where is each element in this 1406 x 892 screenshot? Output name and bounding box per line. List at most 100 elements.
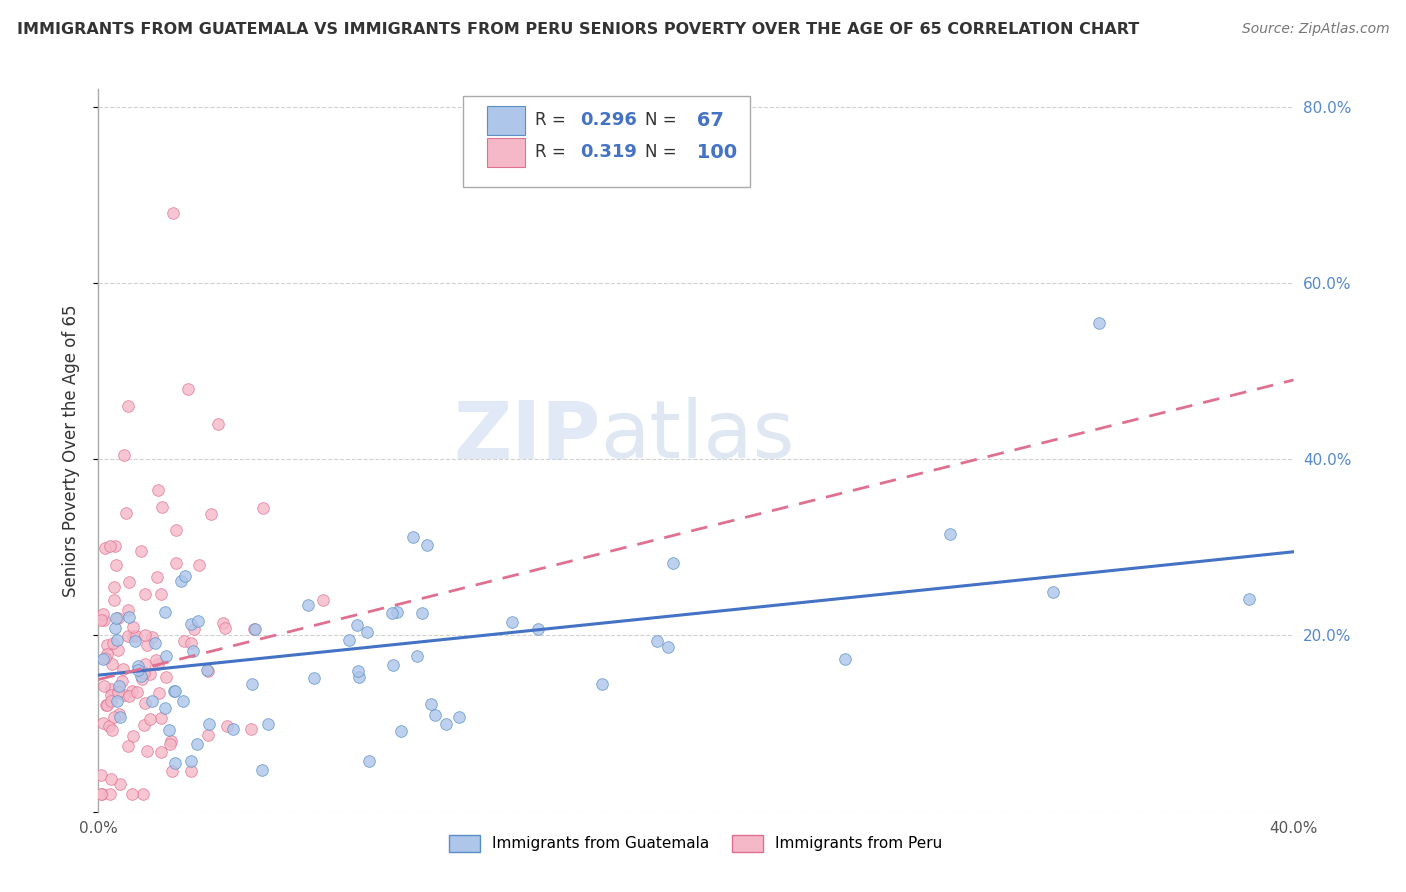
Point bbox=[526, 622, 548, 636]
Point bbox=[148, 686, 170, 700]
Point bbox=[107, 611, 129, 625]
Point bbox=[939, 527, 962, 541]
Text: Source: ZipAtlas.com: Source: ZipAtlas.com bbox=[1241, 22, 1389, 37]
Point bbox=[157, 723, 180, 737]
Point bbox=[173, 569, 195, 583]
Point bbox=[127, 663, 149, 677]
Point bbox=[90, 768, 112, 782]
Point bbox=[134, 587, 156, 601]
Point bbox=[214, 621, 236, 635]
Point bbox=[98, 539, 121, 553]
FancyBboxPatch shape bbox=[486, 137, 524, 167]
Point bbox=[121, 787, 143, 801]
Point bbox=[93, 679, 115, 693]
Point bbox=[118, 690, 141, 704]
Point bbox=[104, 539, 127, 553]
Point bbox=[117, 739, 139, 753]
Point bbox=[94, 698, 117, 713]
Point bbox=[346, 617, 368, 632]
Point bbox=[212, 615, 235, 630]
Point bbox=[105, 633, 128, 648]
Point bbox=[177, 382, 200, 396]
Text: atlas: atlas bbox=[600, 397, 794, 475]
Point bbox=[121, 684, 143, 698]
Point bbox=[180, 617, 202, 632]
Text: 100: 100 bbox=[690, 143, 737, 161]
Point bbox=[150, 745, 173, 759]
Point bbox=[155, 670, 177, 684]
Point bbox=[100, 689, 122, 703]
Point bbox=[103, 580, 125, 594]
Point bbox=[104, 611, 127, 625]
Point bbox=[108, 706, 131, 721]
Point bbox=[381, 658, 404, 673]
Point bbox=[215, 719, 238, 733]
Point bbox=[447, 709, 470, 723]
Point bbox=[155, 649, 177, 664]
Point bbox=[150, 500, 173, 514]
Point bbox=[96, 698, 118, 713]
Point bbox=[127, 659, 149, 673]
Point bbox=[173, 633, 195, 648]
Point bbox=[136, 638, 159, 652]
Point bbox=[124, 634, 146, 648]
Point bbox=[110, 709, 132, 723]
Point bbox=[91, 607, 114, 621]
Point bbox=[416, 537, 439, 551]
Point bbox=[121, 629, 143, 643]
Point bbox=[183, 622, 205, 636]
Point bbox=[159, 734, 181, 748]
Point bbox=[406, 648, 429, 663]
Point bbox=[141, 693, 163, 707]
Point bbox=[101, 723, 124, 738]
Point bbox=[111, 673, 134, 688]
Point bbox=[145, 653, 167, 667]
Point bbox=[419, 697, 441, 711]
Point bbox=[311, 592, 333, 607]
Point bbox=[411, 606, 433, 620]
Point bbox=[141, 630, 163, 644]
Point bbox=[136, 743, 159, 757]
Point bbox=[297, 598, 319, 612]
Point bbox=[381, 606, 404, 620]
Point bbox=[402, 530, 425, 544]
Point bbox=[131, 787, 153, 801]
Point bbox=[165, 756, 187, 770]
Point bbox=[117, 603, 139, 617]
Point bbox=[103, 710, 125, 724]
Point bbox=[108, 777, 131, 791]
Point bbox=[222, 722, 245, 736]
Text: 67: 67 bbox=[690, 111, 724, 129]
Point bbox=[834, 652, 856, 666]
Point bbox=[108, 679, 131, 693]
Point bbox=[134, 696, 156, 710]
Point bbox=[131, 672, 153, 686]
Point bbox=[129, 544, 152, 558]
Point bbox=[93, 651, 115, 665]
Point bbox=[107, 685, 129, 699]
Point bbox=[163, 684, 186, 698]
Text: R =: R = bbox=[534, 143, 571, 161]
Point bbox=[1237, 591, 1260, 606]
Point bbox=[160, 764, 183, 778]
Point bbox=[98, 787, 121, 801]
Point bbox=[256, 716, 278, 731]
Point bbox=[132, 718, 155, 732]
Point bbox=[1042, 585, 1064, 599]
Text: N =: N = bbox=[644, 143, 682, 161]
Point bbox=[243, 623, 266, 637]
Point bbox=[100, 772, 122, 787]
Point bbox=[139, 712, 162, 726]
Point bbox=[347, 669, 370, 683]
Point bbox=[100, 694, 122, 708]
Point bbox=[114, 449, 136, 463]
Text: R =: R = bbox=[534, 112, 571, 129]
Point bbox=[90, 787, 112, 801]
Point bbox=[132, 665, 155, 680]
Text: N =: N = bbox=[644, 112, 682, 129]
Point bbox=[180, 754, 202, 768]
Point bbox=[302, 671, 325, 685]
Point bbox=[195, 664, 218, 678]
Point bbox=[186, 737, 208, 751]
Point bbox=[90, 613, 112, 627]
